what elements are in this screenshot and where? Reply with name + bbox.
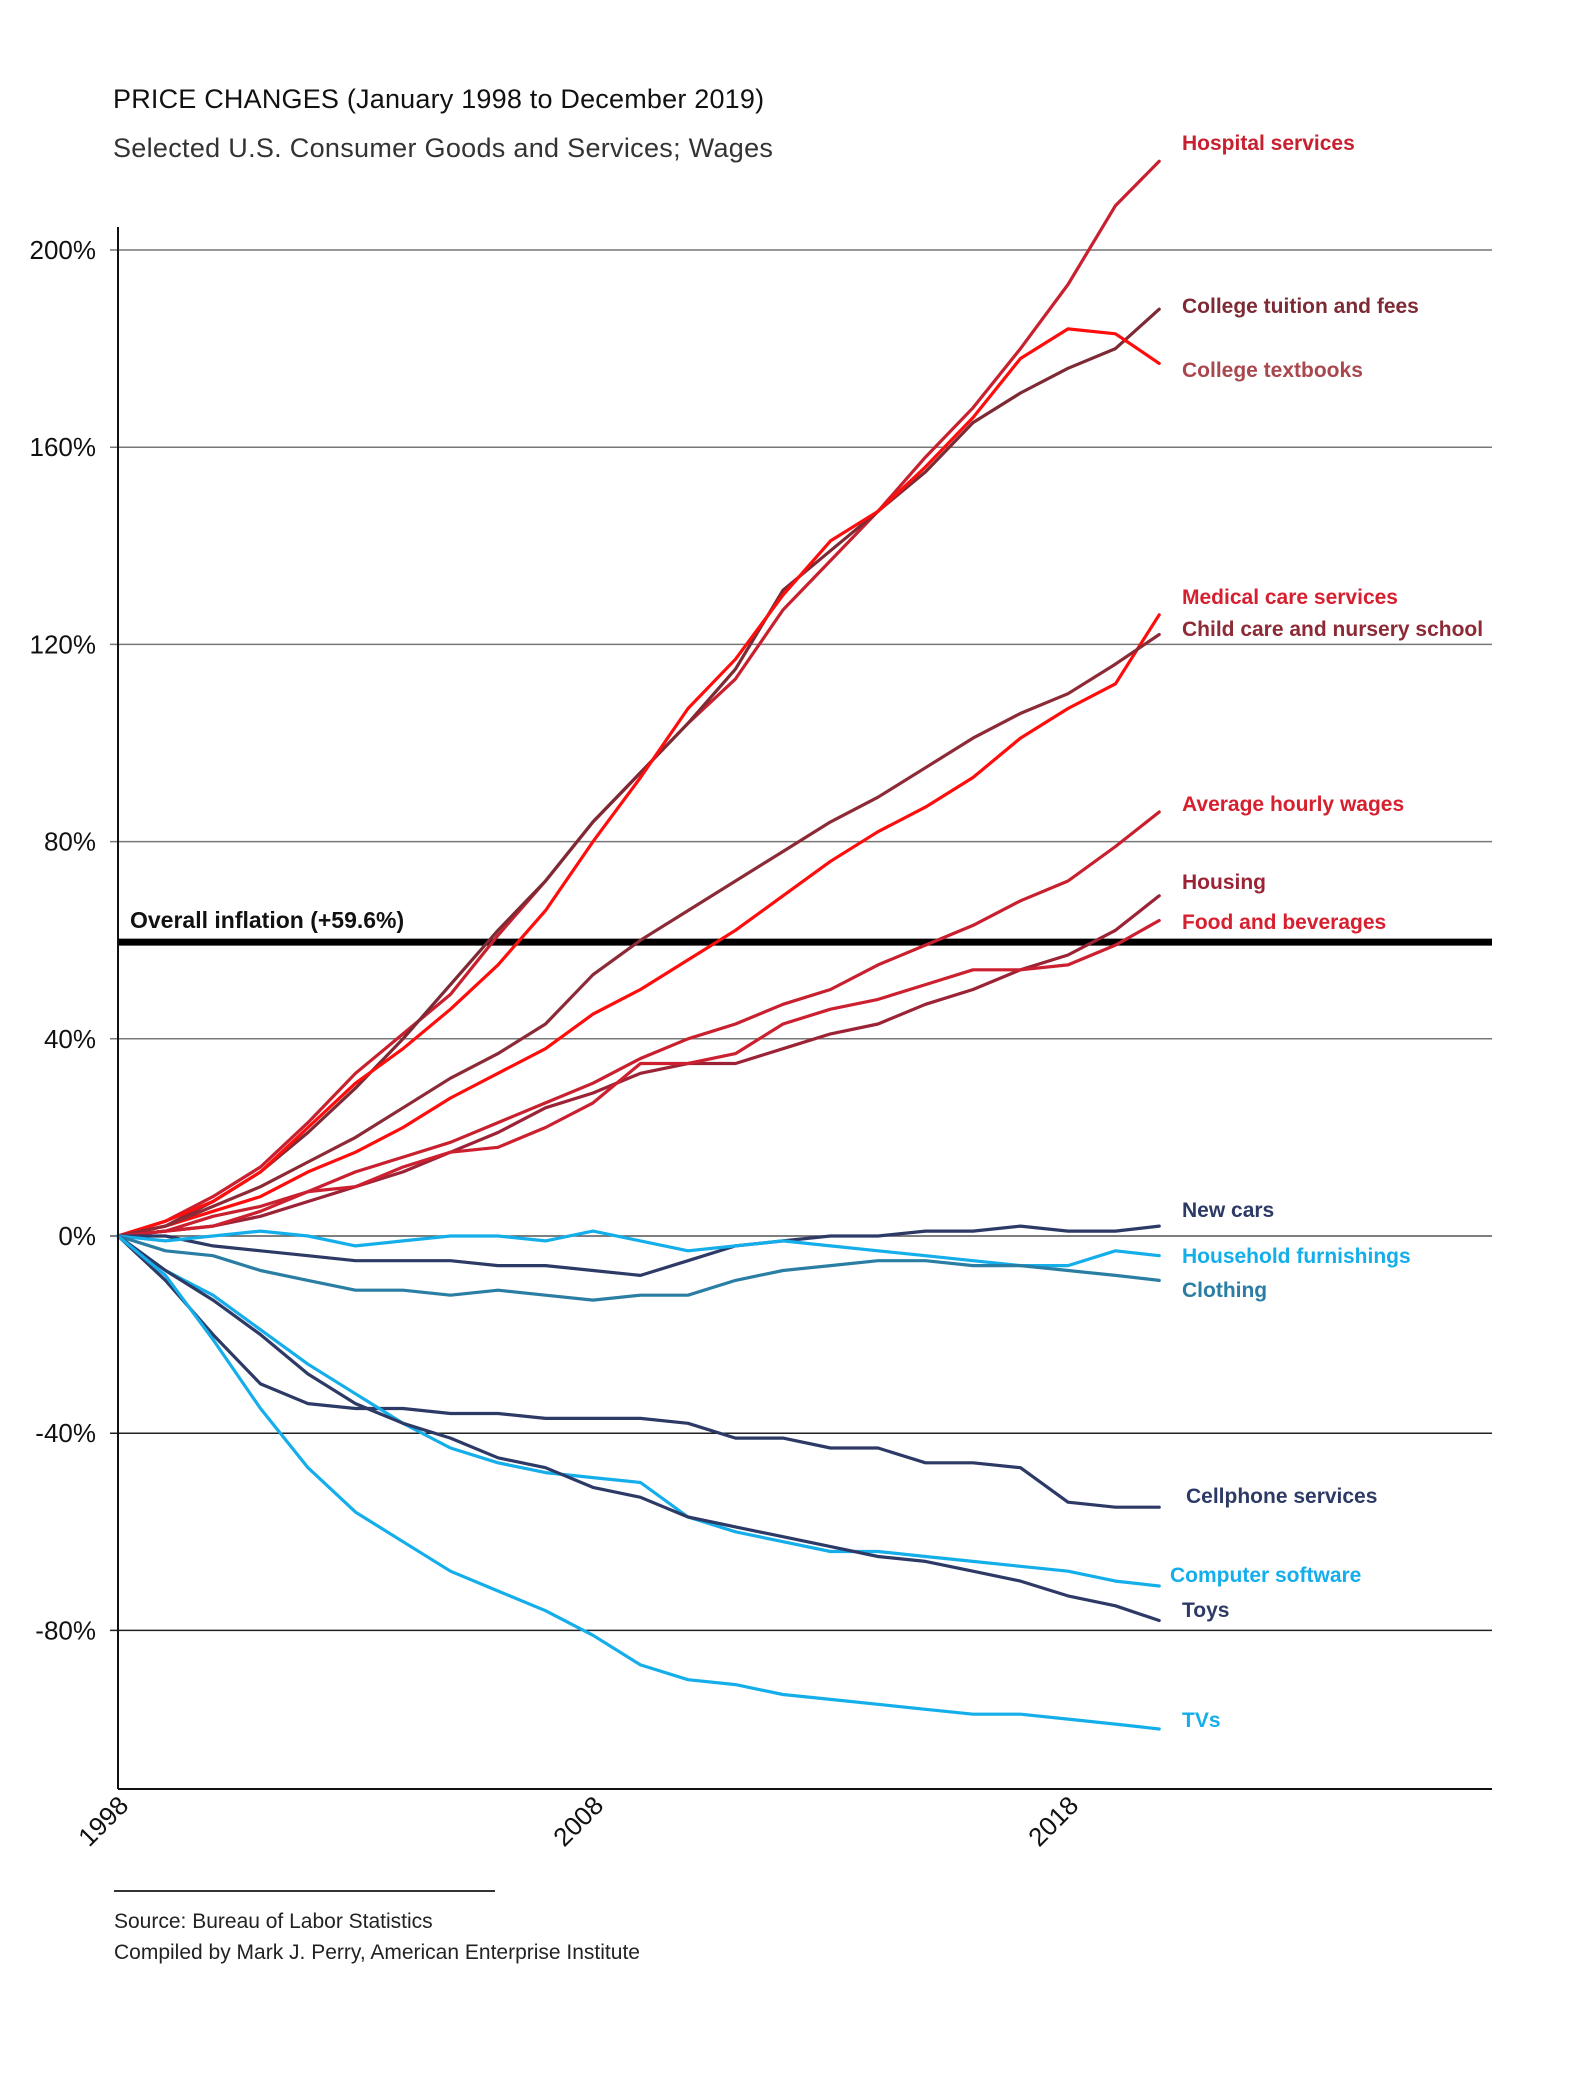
chart-subtitle: Selected U.S. Consumer Goods and Service… — [113, 133, 774, 163]
series-label-clothing: Clothing — [1182, 1279, 1267, 1302]
series-line-average-hourly-wages — [116, 810, 1161, 1238]
series-label-food-and-beverages: Food and beverages — [1182, 911, 1386, 934]
series-line-computer-software — [116, 1234, 1161, 1588]
y-tick-label: 120% — [30, 629, 97, 659]
series-label-household-furnishings: Household furnishings — [1182, 1245, 1411, 1268]
axes — [117, 227, 1492, 1790]
series-line-food-and-beverages — [116, 918, 1161, 1238]
series-line-housing — [116, 894, 1161, 1238]
series-label-college-tuition-and-fees: College tuition and fees — [1182, 295, 1419, 318]
x-tick-label: 2018 — [1022, 1790, 1084, 1852]
overall-inflation-label: Overall inflation (+59.6%) — [130, 907, 404, 933]
series-label-cellphone-services: Cellphone services — [1186, 1485, 1377, 1508]
gridlines — [110, 249, 1492, 1632]
x-tick-label: 1998 — [72, 1790, 134, 1852]
chart-title: PRICE CHANGES (January 1998 to December … — [113, 84, 765, 114]
x-axis-tick-labels: 1998 2008 2018 — [72, 1790, 1084, 1852]
series-label-new-cars: New cars — [1182, 1199, 1274, 1222]
series-lines — [116, 159, 1161, 1731]
y-tick-label: 0% — [58, 1221, 96, 1251]
series-label-tvs: TVs — [1182, 1709, 1221, 1732]
source-note: Source: Bureau of Labor Statistics — [114, 1910, 433, 1933]
series-labels: Hospital services College tuition and fee… — [1170, 132, 1483, 1732]
y-tick-label: -80% — [35, 1615, 96, 1645]
series-label-average-hourly-wages: Average hourly wages — [1182, 793, 1404, 816]
series-line-medical-care-services — [116, 613, 1161, 1238]
series-line-college-textbooks — [116, 327, 1161, 1238]
overall-inflation-reference: Overall inflation (+59.6%) — [118, 907, 1492, 946]
series-label-college-textbooks: College textbooks — [1182, 359, 1363, 382]
compiled-by-note: Compiled by Mark J. Perry, American Ente… — [114, 1941, 640, 1964]
series-label-hospital-services: Hospital services — [1182, 132, 1355, 155]
y-tick-label: 160% — [30, 432, 97, 462]
series-line-clothing — [116, 1234, 1161, 1302]
y-tick-label: 200% — [30, 235, 97, 265]
footer-divider — [114, 1890, 495, 1892]
series-line-new-cars — [116, 1224, 1161, 1278]
series-label-computer-software: Computer software — [1170, 1564, 1361, 1587]
series-line-toys — [116, 1234, 1161, 1623]
y-axis-tick-labels: 200% 160% 120% 80% 40% 0% -40% -80% — [30, 235, 97, 1645]
y-tick-label: 80% — [44, 827, 96, 857]
series-line-tvs — [116, 1234, 1161, 1731]
series-label-toys: Toys — [1182, 1599, 1229, 1622]
x-tick-label: 2008 — [547, 1790, 609, 1852]
y-tick-label: 40% — [44, 1024, 96, 1054]
series-line-household-furnishings — [116, 1229, 1161, 1268]
series-line-child-care-and-nursery-school — [116, 632, 1161, 1238]
series-label-child-care-and-nursery-school: Child care and nursery school — [1182, 618, 1483, 641]
series-line-college-tuition-and-fees — [116, 307, 1161, 1238]
series-label-housing: Housing — [1182, 871, 1266, 894]
y-tick-label: -40% — [35, 1418, 96, 1448]
series-label-medical-care-services: Medical care services — [1182, 586, 1398, 609]
series-line-cellphone-services — [116, 1234, 1161, 1509]
